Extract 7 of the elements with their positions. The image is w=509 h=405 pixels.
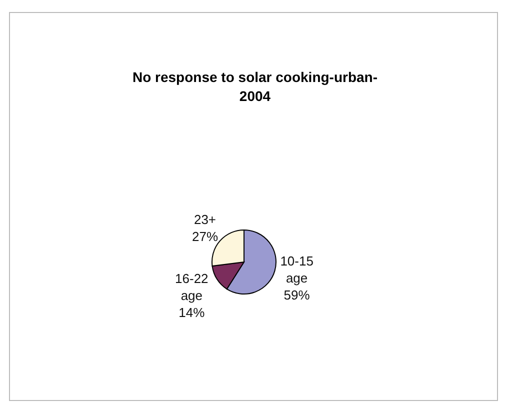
data-label: 27%	[192, 229, 218, 244]
data-label: 14%	[178, 305, 206, 320]
slice-label: 23+	[194, 212, 216, 228]
chart-title: No response to solar cooking-urban-2004	[132, 69, 378, 104]
slice-label: 16-22 age	[175, 271, 208, 304]
data-label: 59%	[284, 287, 310, 302]
slice-label: 10-15 age	[280, 253, 314, 286]
